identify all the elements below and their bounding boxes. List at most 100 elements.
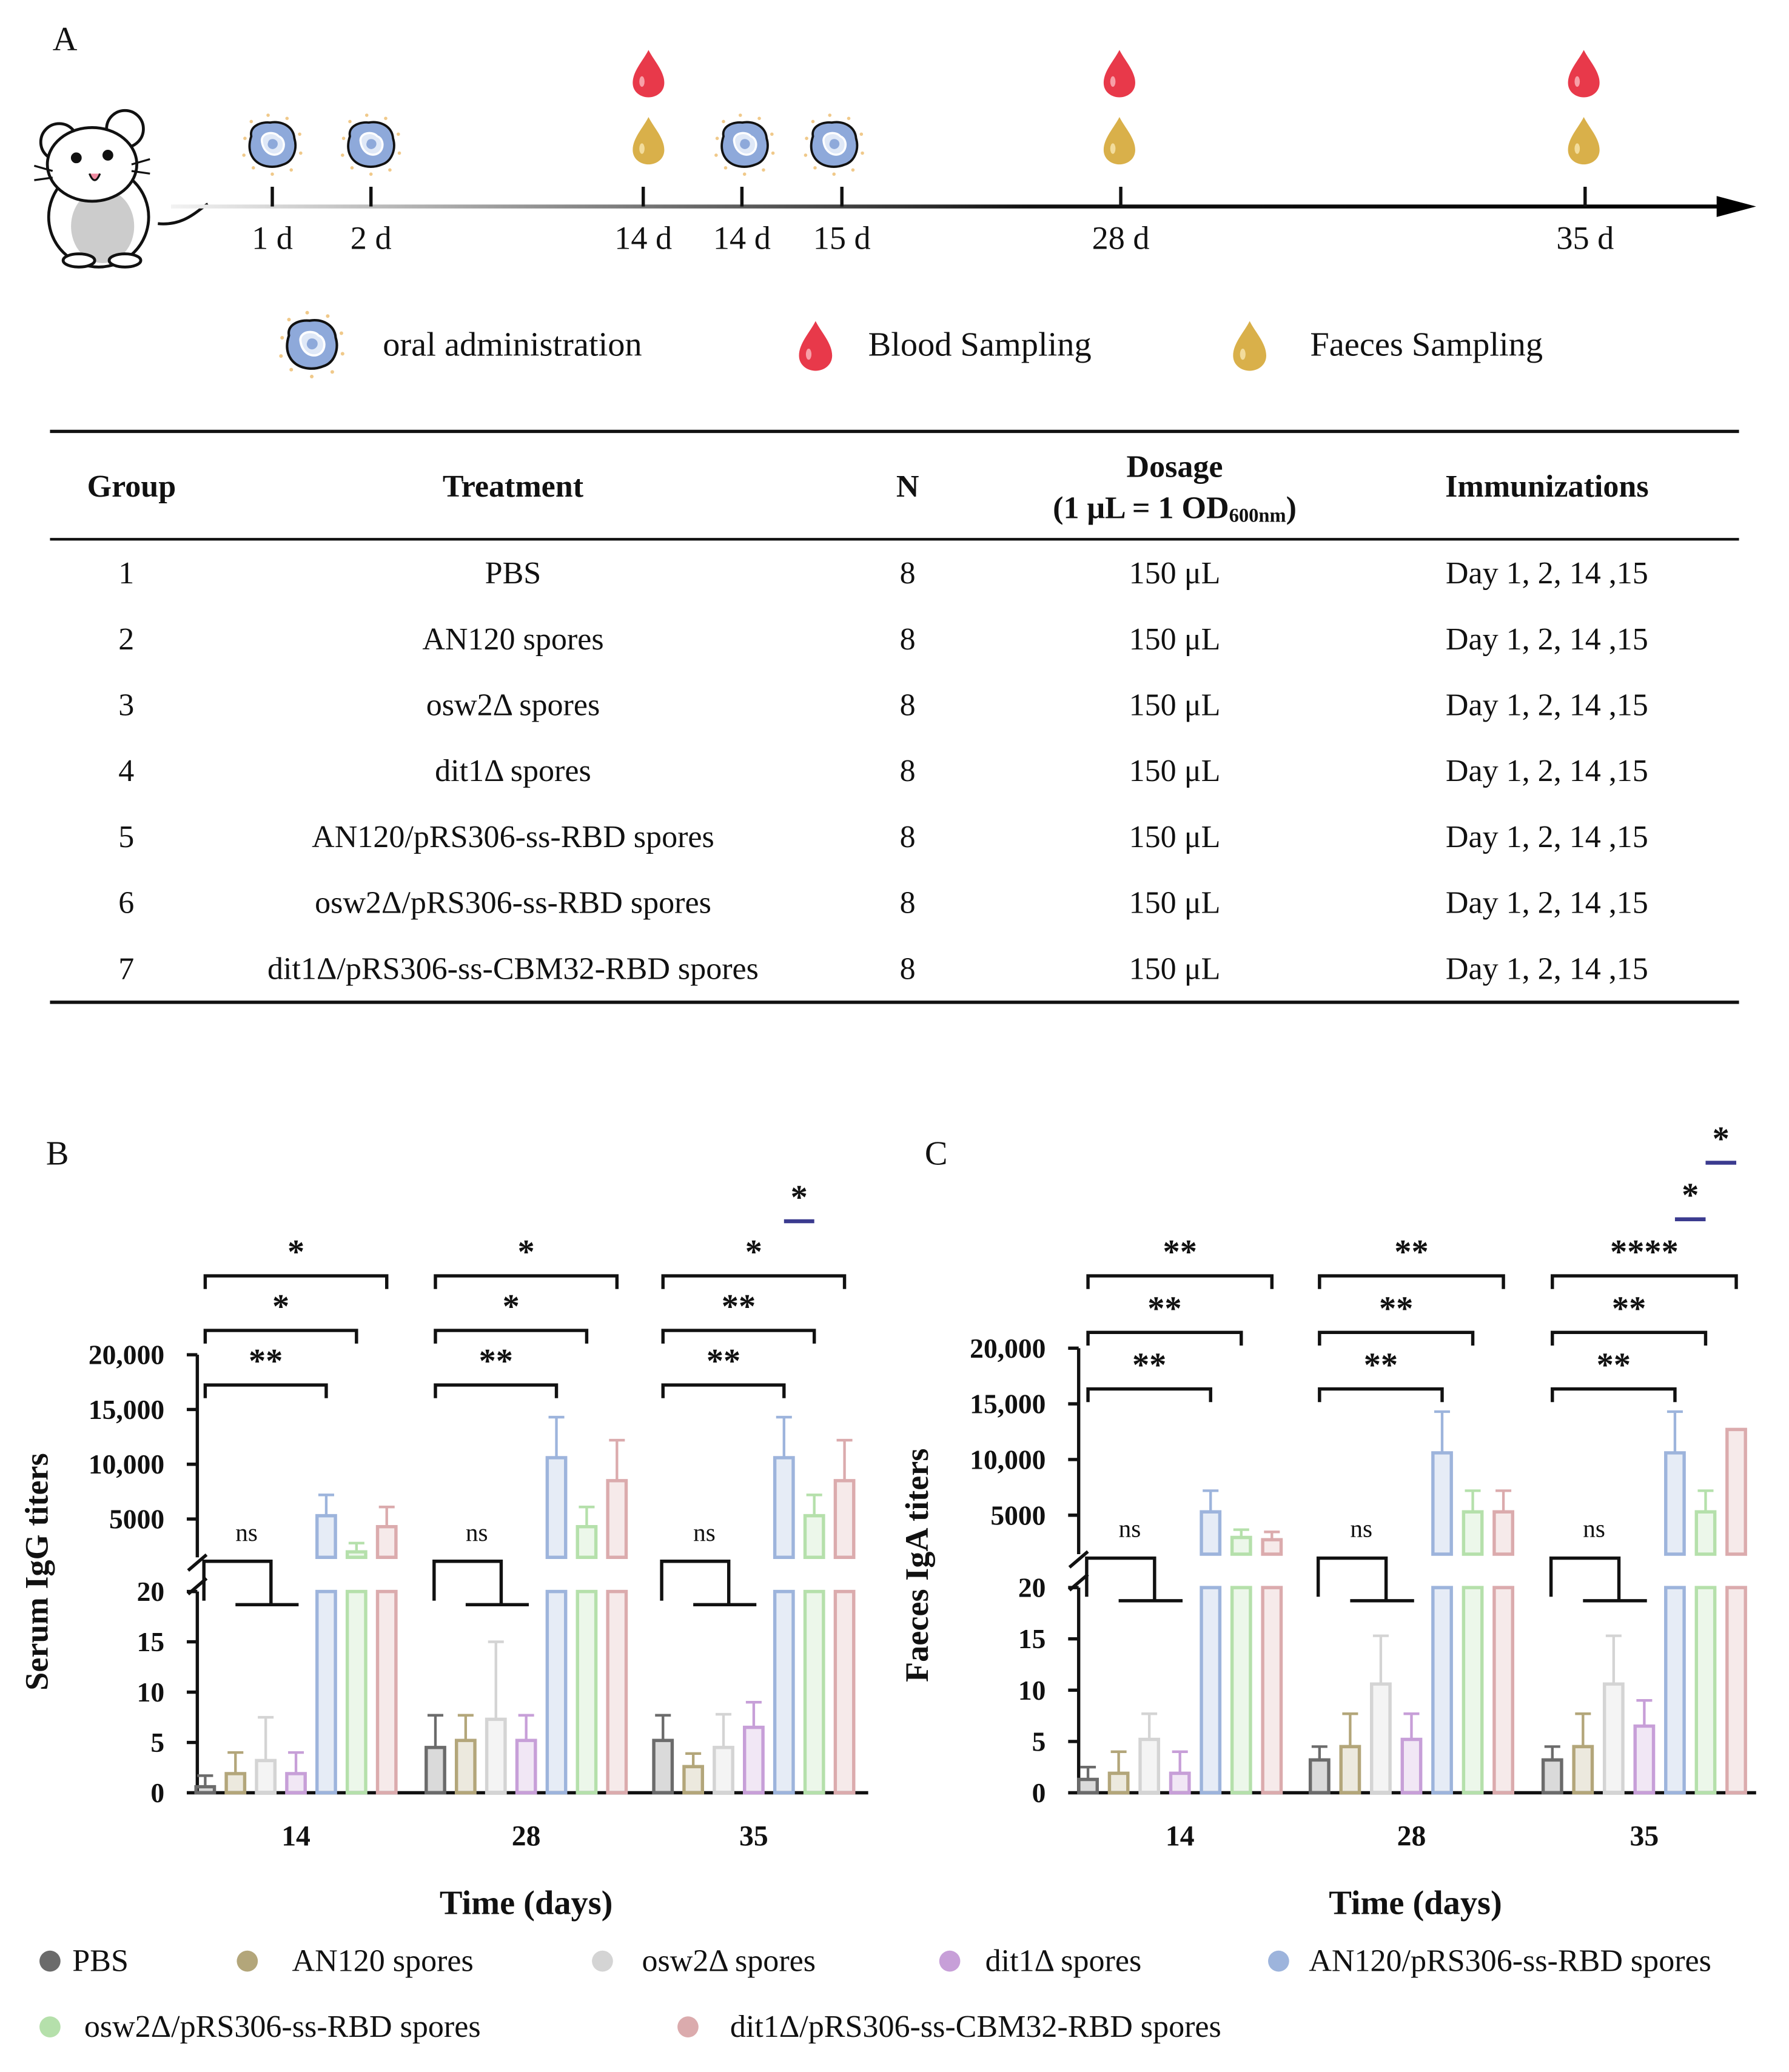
bar	[425, 1746, 446, 1795]
bar	[1572, 1745, 1594, 1795]
bar	[1664, 1451, 1686, 1795]
bar	[515, 1738, 537, 1795]
error-bar	[1110, 1750, 1127, 1774]
bar	[1261, 1538, 1283, 1795]
table-cell: 4	[118, 754, 134, 788]
significance-label: **	[1147, 1290, 1181, 1327]
bar	[1339, 1745, 1361, 1795]
significance-bracket	[1318, 1274, 1505, 1289]
timeline-label: 1 d	[252, 220, 293, 256]
significance-bracket	[1551, 1387, 1677, 1403]
bar	[773, 1456, 795, 1795]
error-bar	[258, 1715, 274, 1761]
significance-label: ns	[466, 1518, 488, 1546]
y-tick-label: 15	[137, 1626, 165, 1657]
significance-label: ns	[1119, 1515, 1141, 1543]
bar	[1633, 1724, 1656, 1795]
x-tick-label: 28	[512, 1820, 541, 1852]
error-bar	[227, 1751, 244, 1774]
significance-label: **	[1163, 1233, 1197, 1271]
significance-label: *	[503, 1288, 520, 1326]
table-cell: Day 1, 2, 14 ,15	[1446, 754, 1648, 788]
table-cell: 8	[900, 886, 916, 920]
table-cell: 8	[900, 556, 916, 591]
table-cell: 8	[900, 820, 916, 854]
error-bar	[348, 1541, 364, 1552]
legend-label: osw2Δ/pRS306-ss-RBD spores	[84, 2010, 481, 2044]
x-tick-label: 35	[1630, 1820, 1659, 1852]
table-cell: dit1Δ spores	[435, 754, 591, 788]
table-cell: 6	[118, 886, 134, 920]
error-bar	[1372, 1634, 1389, 1685]
significance-label: **	[1597, 1347, 1631, 1384]
significance-bracket	[1086, 1330, 1243, 1346]
faeces-icon	[633, 117, 665, 165]
bar	[1230, 1535, 1252, 1795]
error-bar	[609, 1438, 625, 1481]
error-bar	[548, 1415, 565, 1458]
table-cell: 5	[118, 820, 134, 854]
legend-swatch	[237, 1950, 258, 1972]
y-tick-label: 20,000	[89, 1339, 164, 1370]
significance-label: ns	[1350, 1515, 1372, 1543]
bar	[682, 1765, 705, 1795]
significance-label: **	[1394, 1233, 1428, 1271]
bar	[345, 1550, 368, 1795]
significance-label: *	[287, 1233, 304, 1271]
y-tick-label: 10	[1018, 1675, 1046, 1706]
error-bar	[1666, 1410, 1683, 1453]
table-cell: Day 1, 2, 14 ,15	[1446, 688, 1648, 723]
spore-icon	[802, 112, 865, 177]
error-bar	[1465, 1489, 1481, 1512]
x-axis-label: Time (days)	[1329, 1885, 1502, 1922]
error-bar	[1636, 1699, 1653, 1726]
error-bar	[1172, 1750, 1188, 1774]
bar	[1308, 1758, 1331, 1795]
timeline-label: 15 d	[813, 220, 871, 256]
significance-bracket	[1551, 1330, 1708, 1346]
significance-label: **	[1379, 1290, 1413, 1327]
timeline-label: 35 d	[1556, 220, 1614, 256]
error-bar	[427, 1714, 443, 1748]
y-tick-label: 15,000	[970, 1389, 1046, 1420]
bar	[485, 1717, 507, 1795]
blood-icon	[799, 321, 833, 371]
blood-icon	[1103, 50, 1135, 98]
y-tick-label: 20	[137, 1576, 165, 1607]
table-cell: 3	[118, 688, 134, 723]
bar	[713, 1746, 734, 1795]
y-tick-label: 5000	[990, 1500, 1046, 1531]
significance-label: *	[272, 1288, 289, 1326]
error-bar	[1203, 1489, 1219, 1512]
significance-bracket	[661, 1329, 816, 1344]
table-cell: PBS	[485, 556, 542, 591]
y-axis-label: Serum IgG titers	[19, 1453, 55, 1691]
error-bar	[1434, 1410, 1451, 1453]
bar	[1431, 1451, 1453, 1795]
x-tick-label: 35	[739, 1820, 768, 1852]
table-cell: Day 1, 2, 14 ,15	[1446, 886, 1648, 920]
error-bar	[1605, 1634, 1622, 1685]
bar	[576, 1524, 598, 1795]
significance-bracket	[203, 1274, 389, 1289]
bar	[1725, 1427, 1747, 1795]
error-bar	[197, 1774, 213, 1787]
table-header: Treatment	[443, 469, 584, 504]
bar	[1602, 1682, 1625, 1795]
faeces-icon	[1233, 321, 1266, 371]
bar	[743, 1725, 765, 1795]
y-tick-label: 20,000	[970, 1333, 1046, 1364]
table-header-part: (1 μL = 1 OD	[1053, 491, 1229, 525]
table-header: N	[896, 469, 919, 504]
significance-bracket	[1318, 1330, 1475, 1346]
y-tick-label: 5	[150, 1727, 164, 1758]
table-rules	[50, 429, 1739, 1004]
blood-icon	[1568, 50, 1600, 98]
error-bar	[1233, 1528, 1249, 1538]
table-cell: 150 μL	[1129, 556, 1221, 591]
bar	[255, 1759, 277, 1795]
significance-label: **	[722, 1288, 756, 1326]
error-bar	[288, 1751, 304, 1774]
table-cell: 7	[118, 951, 134, 986]
